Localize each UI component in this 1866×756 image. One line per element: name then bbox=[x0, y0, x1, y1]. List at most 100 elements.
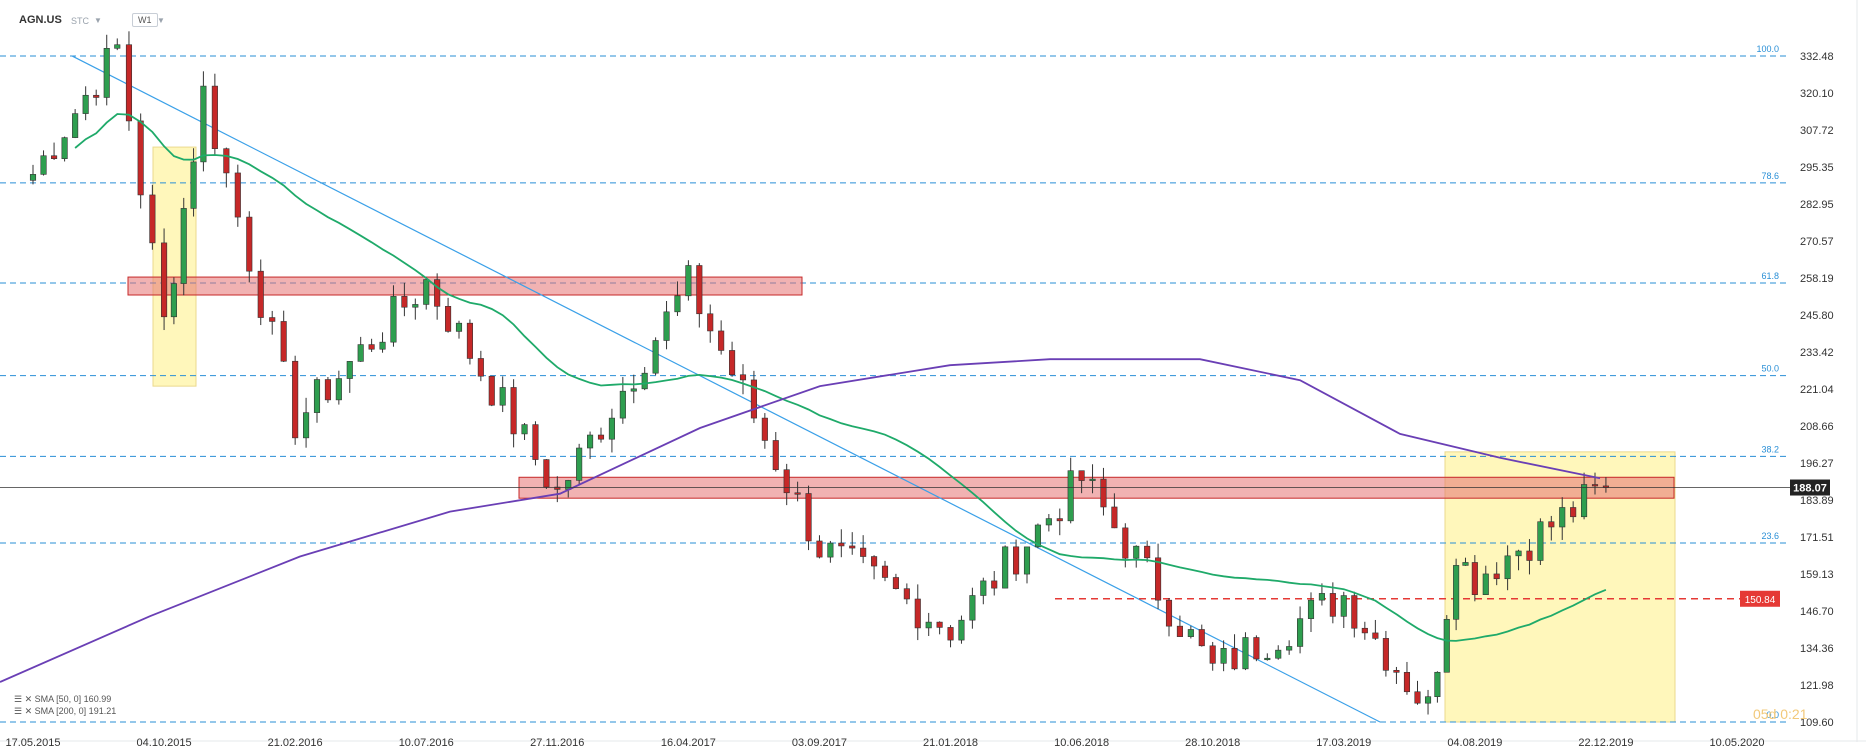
candle-up[interactable] bbox=[1286, 646, 1293, 651]
candle-up[interactable] bbox=[180, 208, 187, 284]
candle-up[interactable] bbox=[499, 387, 506, 406]
candle-down[interactable] bbox=[707, 313, 714, 332]
timeframe-select[interactable]: W1 bbox=[132, 13, 158, 27]
candle-up[interactable] bbox=[1023, 546, 1031, 575]
candle-down[interactable] bbox=[838, 542, 845, 547]
candle-down[interactable] bbox=[761, 417, 768, 441]
candle-up[interactable] bbox=[1187, 629, 1194, 637]
candle-down[interactable] bbox=[750, 379, 757, 419]
candle-up[interactable] bbox=[103, 48, 110, 98]
candle-down[interactable] bbox=[805, 493, 812, 542]
source-chevron-down-icon[interactable]: ▼ bbox=[94, 16, 102, 25]
candle-up[interactable] bbox=[423, 279, 430, 305]
candle-up[interactable] bbox=[1318, 593, 1325, 601]
source-label[interactable]: STC bbox=[71, 16, 89, 26]
candle-up[interactable] bbox=[313, 379, 321, 413]
candle-down[interactable] bbox=[783, 469, 790, 494]
candle-down[interactable] bbox=[1056, 518, 1063, 522]
candle-down[interactable] bbox=[1209, 645, 1216, 664]
candle-down[interactable] bbox=[881, 565, 889, 578]
candle-up[interactable] bbox=[576, 447, 583, 481]
candle-down[interactable] bbox=[1329, 593, 1336, 617]
candle-up[interactable] bbox=[925, 621, 932, 629]
candle-down[interactable] bbox=[1570, 507, 1577, 518]
candle-down[interactable] bbox=[1361, 627, 1368, 634]
candle-down[interactable] bbox=[892, 577, 899, 589]
candle-up[interactable] bbox=[200, 85, 207, 163]
candle-down[interactable] bbox=[93, 94, 100, 98]
candle-down[interactable] bbox=[488, 375, 495, 406]
candle-down[interactable] bbox=[816, 540, 823, 558]
candle-up[interactable] bbox=[170, 283, 177, 318]
candle-down[interactable] bbox=[794, 492, 801, 495]
sma50-legend[interactable]: ☰ ✕ SMA [50, 0] 160.99 bbox=[14, 694, 111, 705]
candle-up[interactable] bbox=[521, 424, 528, 435]
candle-up[interactable] bbox=[1067, 470, 1074, 522]
candle-up[interactable] bbox=[1264, 657, 1271, 661]
candle-down[interactable] bbox=[532, 424, 539, 460]
candle-up[interactable] bbox=[1443, 618, 1450, 673]
candle-up[interactable] bbox=[1340, 595, 1347, 617]
candle-up[interactable] bbox=[1242, 637, 1249, 670]
candle-up[interactable] bbox=[82, 94, 89, 114]
candle-up[interactable] bbox=[1424, 696, 1432, 704]
candle-down[interactable] bbox=[211, 85, 218, 149]
candle-down[interactable] bbox=[401, 296, 408, 308]
candle-up[interactable] bbox=[1275, 649, 1282, 659]
candle-down[interactable] bbox=[477, 358, 484, 377]
legend-menu-icon[interactable]: ☰ bbox=[14, 694, 23, 704]
candle-up[interactable] bbox=[1297, 618, 1304, 647]
candle-up[interactable] bbox=[1581, 484, 1588, 518]
candle-down[interactable] bbox=[597, 434, 605, 440]
candle-down[interactable] bbox=[246, 216, 253, 272]
candle-down[interactable] bbox=[161, 242, 168, 318]
candle-down[interactable] bbox=[223, 148, 230, 174]
candle-down[interactable] bbox=[871, 556, 878, 567]
candle-down[interactable] bbox=[368, 344, 375, 350]
candle-up[interactable] bbox=[663, 311, 670, 341]
candle-up[interactable] bbox=[114, 44, 121, 49]
legend-close-icon[interactable]: ✕ bbox=[24, 694, 33, 704]
candle-up[interactable] bbox=[40, 155, 47, 175]
candle-down[interactable] bbox=[434, 279, 441, 307]
candle-down[interactable] bbox=[739, 374, 747, 381]
sma200-legend[interactable]: ☰ ✕ SMA [200, 0] 191.21 bbox=[14, 706, 116, 717]
candle-up[interactable] bbox=[641, 372, 648, 390]
candle-up[interactable] bbox=[1002, 546, 1009, 589]
candle-up[interactable] bbox=[652, 340, 659, 374]
candle-up[interactable] bbox=[1482, 573, 1489, 595]
candle-up[interactable] bbox=[608, 417, 615, 440]
candle-up[interactable] bbox=[969, 595, 976, 621]
candle-down[interactable] bbox=[543, 459, 550, 488]
candle-down[interactable] bbox=[860, 547, 867, 557]
candle-up[interactable] bbox=[1307, 599, 1315, 619]
candle-down[interactable] bbox=[324, 379, 331, 401]
candle-down[interactable] bbox=[510, 387, 517, 435]
candle-down[interactable] bbox=[257, 270, 264, 318]
candle-down[interactable] bbox=[849, 545, 856, 549]
candle-down[interactable] bbox=[936, 621, 943, 628]
candle-up[interactable] bbox=[587, 434, 594, 449]
candle-down[interactable] bbox=[1013, 546, 1020, 575]
candle-up[interactable] bbox=[1559, 507, 1566, 528]
candle-down[interactable] bbox=[1372, 632, 1379, 639]
candle-up[interactable] bbox=[980, 580, 987, 596]
candle-down[interactable] bbox=[1414, 691, 1421, 704]
candle-down[interactable] bbox=[280, 321, 287, 362]
candle-up[interactable] bbox=[1034, 524, 1041, 548]
candle-up[interactable] bbox=[1089, 478, 1096, 481]
candle-down[interactable] bbox=[1198, 629, 1205, 647]
legend-menu-icon[interactable]: ☰ bbox=[14, 706, 23, 716]
candle-up[interactable] bbox=[1537, 521, 1544, 561]
candle-up[interactable] bbox=[61, 137, 68, 159]
candle-up[interactable] bbox=[379, 341, 386, 350]
candle-down[interactable] bbox=[1403, 672, 1411, 693]
candle-down[interactable] bbox=[1493, 573, 1500, 580]
candle-up[interactable] bbox=[357, 344, 364, 362]
candle-up[interactable] bbox=[1504, 555, 1511, 580]
candle-down[interactable] bbox=[718, 330, 725, 351]
candle-down[interactable] bbox=[1471, 562, 1478, 595]
candle-down[interactable] bbox=[903, 588, 910, 600]
candle-up[interactable] bbox=[674, 295, 681, 313]
